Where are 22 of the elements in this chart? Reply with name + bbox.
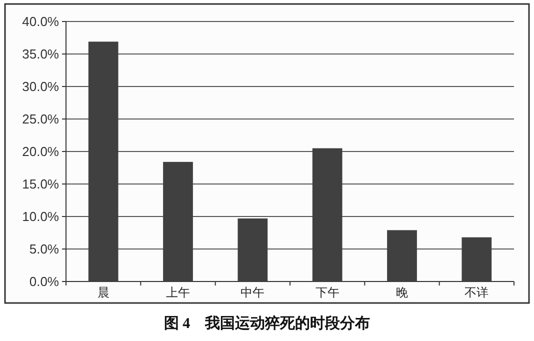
x-tick-label: 下午 [315,286,340,300]
y-tick-label: 35.0% [22,46,60,62]
y-tick-label: 30.0% [22,79,60,94]
x-tick-label: 晨 [97,286,110,300]
bar [312,148,342,282]
y-tick-label: 0.0% [29,274,60,289]
y-tick-label: 10.0% [22,209,60,224]
y-tick-label: 25.0% [22,112,60,126]
x-tick-label: 晚 [396,286,408,300]
y-tick-label: 15.0% [22,176,60,192]
y-tick-label: 5.0% [29,242,60,256]
x-tick-label: 中午 [240,286,265,300]
bar [88,42,118,282]
x-tick-label: 不详 [464,286,489,300]
x-tick-label: 上午 [166,286,190,300]
text: 图 4 我国运动猝死的时段分布 [164,315,370,332]
bar [238,218,268,282]
y-tick-label: 40.0% [22,14,60,29]
bar [163,162,193,282]
y-tick-label: 20.0% [22,144,60,159]
bar [387,230,417,282]
bar [462,237,492,282]
